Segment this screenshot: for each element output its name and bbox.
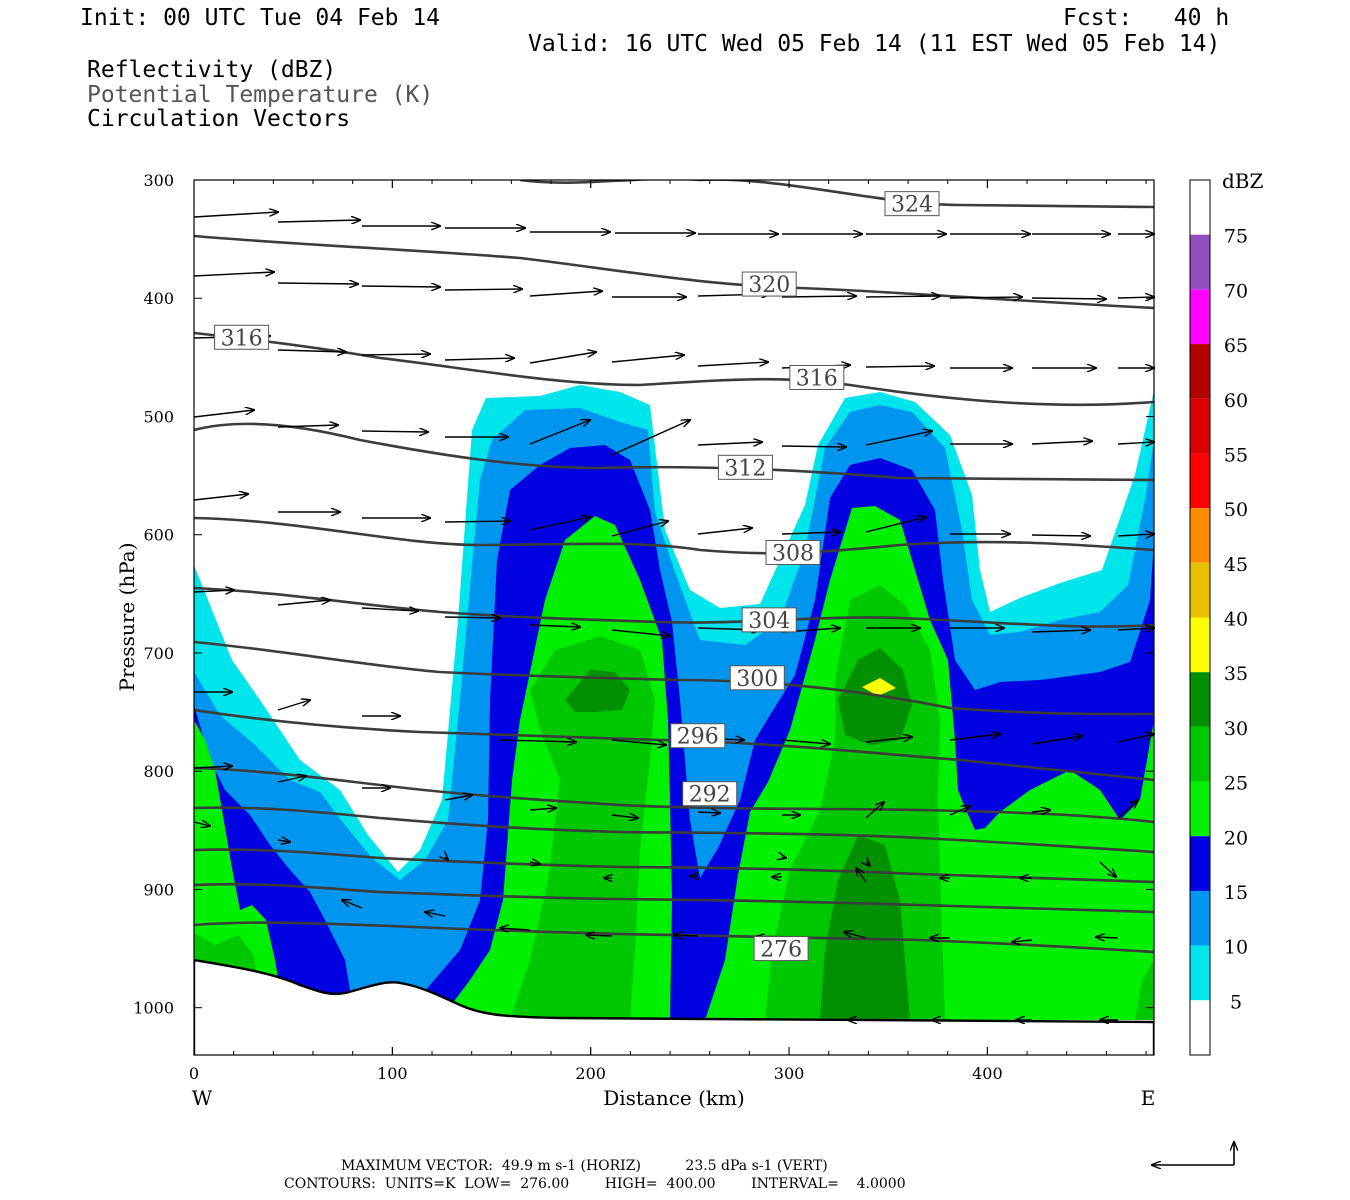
y-tick-label: 500 <box>143 407 174 426</box>
y-axis-title: Pressure (hPa) <box>115 543 139 692</box>
contour-label-box <box>884 191 940 217</box>
colorbar-level-label: 20 <box>1224 827 1248 849</box>
contour-label-box <box>741 607 797 633</box>
colorbar-swatch <box>1190 453 1210 509</box>
contour-label: 324 <box>891 193 933 218</box>
colorbar-level-label: 50 <box>1224 499 1248 521</box>
colorbar-level-label: 10 <box>1224 937 1248 959</box>
contour-label-box <box>682 781 738 807</box>
colorbar-swatch <box>1190 836 1210 891</box>
colorbar-swatch <box>1190 726 1210 782</box>
contour-label-box <box>789 364 845 390</box>
colorbar-level-label: 55 <box>1224 444 1248 466</box>
colorbar-level-label: 30 <box>1224 718 1248 740</box>
x-tick-label: 400 <box>972 1064 1003 1083</box>
y-tick-label: 1000 <box>133 999 174 1018</box>
contour-label-box <box>717 454 773 480</box>
axis-tick-labels: 0 100 200 300 400 300 400 500 600 700 800 900 1000 <box>133 171 1002 1083</box>
colorbar-level-label: 15 <box>1224 882 1248 904</box>
field-reflectivity: Reflectivity (dBZ) <box>87 57 337 83</box>
colorbar-level-label: 70 <box>1224 280 1248 302</box>
colorbar-swatch <box>1190 562 1210 618</box>
contour-label: 276 <box>760 938 802 963</box>
contour-label-box <box>729 665 785 691</box>
contour-label: 320 <box>748 273 790 298</box>
y-tick-label: 600 <box>143 526 174 545</box>
init-time: Init: 00 UTC Tue 04 Feb 14 <box>80 5 441 31</box>
contour-label-box <box>741 271 797 297</box>
colorbar: 5 10 15 20 25 30 35 40 45 50 55 60 65 70 75 <box>1189 179 1248 1056</box>
valid-time: Valid: 16 UTC Wed 05 Feb 14 (11 EST Wed … <box>528 31 1221 57</box>
contour-label: 312 <box>724 456 766 481</box>
y-tick-label: 400 <box>143 289 174 308</box>
plot-frame <box>193 179 1155 1056</box>
colorbar-swatch <box>1190 289 1210 345</box>
y-tick-label: 900 <box>143 880 174 899</box>
colorbar-level-label: 65 <box>1224 335 1248 357</box>
end-label-east: E <box>1141 1086 1156 1110</box>
contour-label: 316 <box>796 366 838 391</box>
colorbar-swatch <box>1190 672 1210 727</box>
colorbar-swatch <box>1190 508 1210 563</box>
x-tick-label: 0 <box>189 1064 199 1083</box>
colorbar-level-label: 60 <box>1224 390 1248 412</box>
colorbar-swatch <box>1190 945 1210 1001</box>
contour-label: 296 <box>677 725 719 750</box>
colorbar-swatch <box>1190 1000 1210 1055</box>
colorbar-swatch <box>1190 180 1210 235</box>
contour-label: 316 <box>221 326 263 351</box>
reflectivity-35-dbz <box>862 678 896 696</box>
contour-label: 292 <box>689 783 731 808</box>
forecast-hour: Fcst: 40 h <box>1063 5 1230 31</box>
contour-label-box <box>753 936 809 962</box>
plot-area <box>194 180 1154 1055</box>
y-tick-label: 700 <box>143 644 174 663</box>
contours-note: CONTOURS: UNITS=K LOW= 276.00 HIGH= 400.… <box>284 1176 906 1192</box>
end-label-west: W <box>192 1086 213 1110</box>
colorbar-title: dBZ <box>1222 169 1264 193</box>
colorbar-swatch <box>1190 781 1210 837</box>
colorbar-swatch <box>1190 234 1210 290</box>
contour-label-box <box>670 723 726 749</box>
field-potential-temperature: Potential Temperature (K) <box>87 82 434 108</box>
contour-label-box <box>765 539 821 565</box>
maximum-vector-note: MAXIMUM VECTOR: 49.9 m s-1 (HORIZ) 23.5 … <box>341 1158 828 1174</box>
field-circulation-vectors: Circulation Vectors <box>87 106 351 132</box>
x-tick-label: 100 <box>377 1064 408 1083</box>
colorbar-level-label: 5 <box>1230 991 1242 1013</box>
contour-labels: 324 320 316 316 312 308 304 300 296 292 276 <box>214 191 940 963</box>
contour-label: 300 <box>736 667 778 692</box>
colorbar-swatch <box>1190 890 1210 946</box>
colorbar-level-label: 45 <box>1224 554 1248 576</box>
contour-label: 308 <box>772 541 814 566</box>
y-tick-label: 300 <box>143 171 174 190</box>
colorbar-swatch <box>1190 344 1210 399</box>
colorbar-level-label: 25 <box>1224 773 1248 795</box>
colorbar-level-label: 40 <box>1224 609 1248 631</box>
x-tick-label: 200 <box>575 1064 606 1083</box>
colorbar-level-label: 35 <box>1224 663 1248 685</box>
terrain-line <box>194 958 1154 1055</box>
y-tick-label: 800 <box>143 762 174 781</box>
colorbar-level-label: 75 <box>1224 226 1248 248</box>
axis-ticks <box>193 179 1154 1055</box>
contour-label-box <box>214 324 270 350</box>
reference-vector-icon <box>1152 1142 1234 1165</box>
contour-label: 304 <box>748 609 790 634</box>
colorbar-swatch <box>1190 617 1210 673</box>
x-axis-title: Distance (km) <box>603 1086 745 1110</box>
colorbar-swatch <box>1190 398 1210 454</box>
reflectivity-25-dbz <box>194 585 1154 1020</box>
colorbar-frame <box>1189 179 1211 1056</box>
x-tick-label: 300 <box>774 1064 805 1083</box>
